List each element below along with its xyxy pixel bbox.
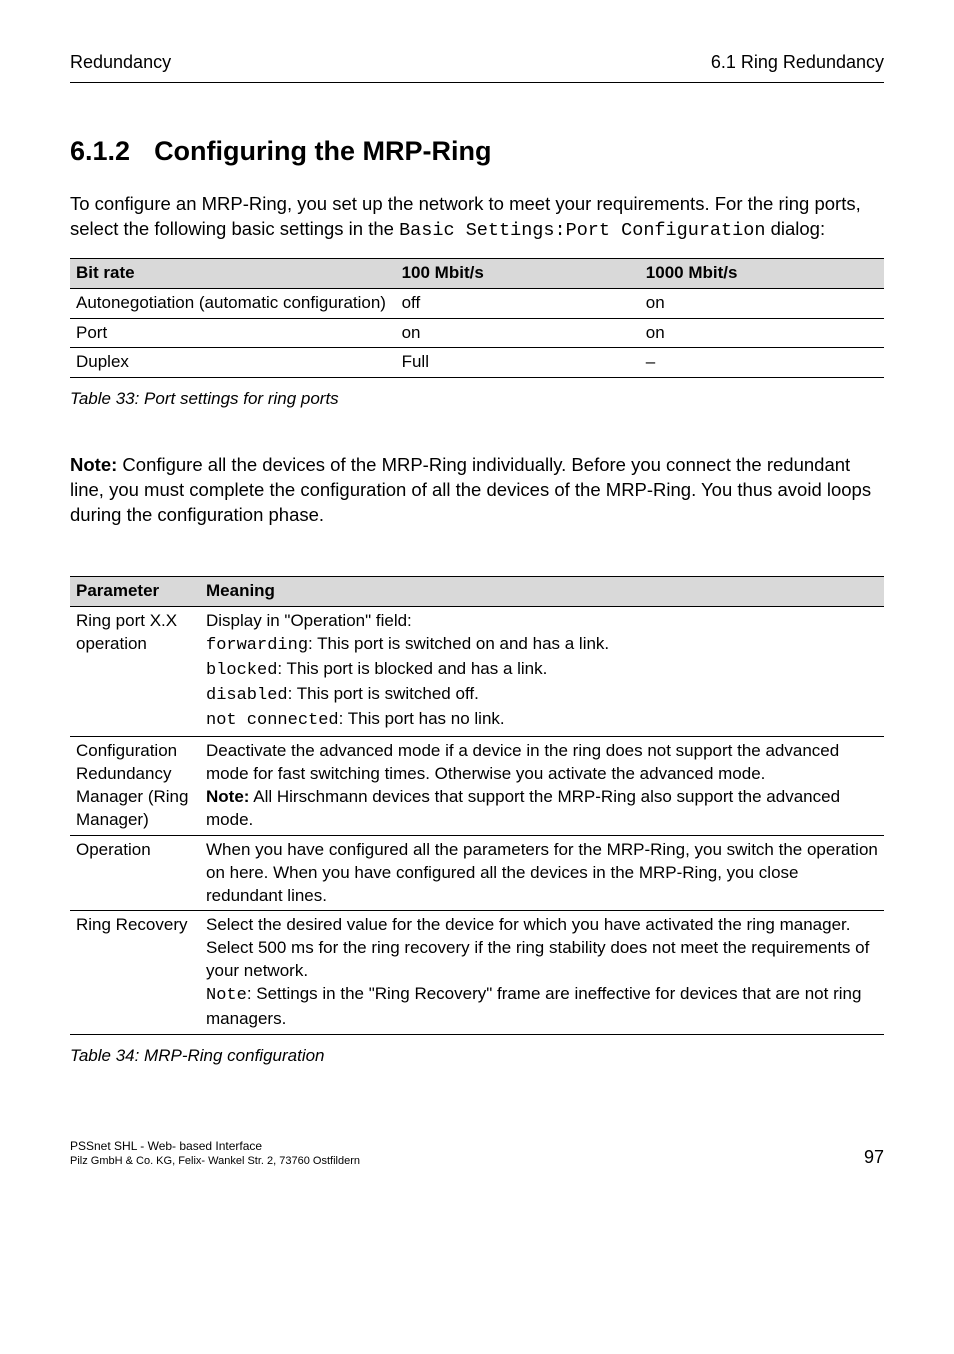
note-label: Note:	[70, 454, 117, 475]
param-cell: Ring Recovery	[70, 911, 200, 1035]
table-header-row: Parameter Meaning	[70, 577, 884, 607]
line-bold: Note:	[206, 787, 249, 806]
mrp-config-table: Parameter Meaning Ring port X.X operatio…	[70, 576, 884, 1035]
cell: –	[640, 348, 884, 378]
table1-caption: Table 33: Port settings for ring ports	[70, 388, 884, 411]
page-number: 97	[864, 1145, 884, 1169]
table-row: Ring port X.X operation Display in "Oper…	[70, 607, 884, 737]
header-rule	[70, 82, 884, 83]
table-row: Ring Recovery Select the desired value f…	[70, 911, 884, 1035]
line: Select the desired value for the device …	[206, 915, 869, 980]
cell: on	[640, 318, 884, 348]
intro-paragraph: To configure an MRP-Ring, you set up the…	[70, 192, 884, 244]
col-header: Meaning	[200, 577, 884, 607]
param-cell: Configuration Redundancy Manager (Ring M…	[70, 736, 200, 835]
table-row: Autonegotiation (automatic configuration…	[70, 288, 884, 318]
line: : This port has no link.	[339, 709, 505, 728]
table2-caption: Table 34: MRP-Ring configuration	[70, 1045, 884, 1068]
cell: on	[640, 288, 884, 318]
intro-text-b: dialog:	[765, 218, 825, 239]
footer-line1: PSSnet SHL - Web- based Interface	[70, 1138, 360, 1154]
header-left: Redundancy	[70, 50, 171, 74]
header-right: 6.1 Ring Redundancy	[711, 50, 884, 74]
cell: Autonegotiation (automatic configuration…	[70, 288, 396, 318]
cell: on	[396, 318, 640, 348]
cell: Port	[70, 318, 396, 348]
cell: off	[396, 288, 640, 318]
col-header: 1000 Mbit/s	[640, 258, 884, 288]
footer-left: PSSnet SHL - Web- based Interface Pilz G…	[70, 1138, 360, 1169]
line: : Settings in the "Ring Recovery" frame …	[206, 984, 861, 1028]
line-mono: Note	[206, 986, 247, 1005]
footer-line2: Pilz GmbH & Co. KG, Felix- Wankel Str. 2…	[70, 1154, 360, 1169]
line: : This port is switched off.	[288, 684, 479, 703]
col-header: 100 Mbit/s	[396, 258, 640, 288]
section-title: Configuring the MRP-Ring	[154, 136, 491, 166]
line: : This port is switched on and has a lin…	[308, 634, 609, 653]
line-mono: blocked	[206, 661, 277, 680]
section-number: 6.1.2	[70, 133, 130, 169]
table-row: Configuration Redundancy Manager (Ring M…	[70, 736, 884, 835]
meaning-cell: When you have configured all the paramet…	[200, 835, 884, 911]
table-row: Duplex Full –	[70, 348, 884, 378]
col-header: Bit rate	[70, 258, 396, 288]
line: Deactivate the advanced mode if a device…	[206, 741, 839, 783]
line-mono: disabled	[206, 686, 288, 705]
param-cell: Operation	[70, 835, 200, 911]
note-paragraph: Note: Configure all the devices of the M…	[70, 453, 884, 528]
port-settings-table: Bit rate 100 Mbit/s 1000 Mbit/s Autonego…	[70, 258, 884, 379]
page-footer: PSSnet SHL - Web- based Interface Pilz G…	[70, 1138, 884, 1169]
line: When you have configured all the paramet…	[206, 840, 878, 905]
note-text: Configure all the devices of the MRP-Rin…	[70, 454, 871, 525]
intro-mono: Basic Settings:Port Configuration	[399, 220, 765, 241]
line-mono: not connected	[206, 711, 339, 730]
meaning-cell: Deactivate the advanced mode if a device…	[200, 736, 884, 835]
cell: Duplex	[70, 348, 396, 378]
meaning-cell: Display in "Operation" field: forwarding…	[200, 607, 884, 737]
line: Display in "Operation" field:	[206, 611, 412, 630]
col-header: Parameter	[70, 577, 200, 607]
line: All Hirschmann devices that support the …	[206, 787, 840, 829]
meaning-cell: Select the desired value for the device …	[200, 911, 884, 1035]
line-mono: forwarding	[206, 636, 308, 655]
table-row: Operation When you have configured all t…	[70, 835, 884, 911]
line: : This port is blocked and has a link.	[277, 659, 547, 678]
section-heading: 6.1.2 Configuring the MRP-Ring	[70, 133, 884, 169]
table-row: Port on on	[70, 318, 884, 348]
cell: Full	[396, 348, 640, 378]
table-header-row: Bit rate 100 Mbit/s 1000 Mbit/s	[70, 258, 884, 288]
param-cell: Ring port X.X operation	[70, 607, 200, 737]
